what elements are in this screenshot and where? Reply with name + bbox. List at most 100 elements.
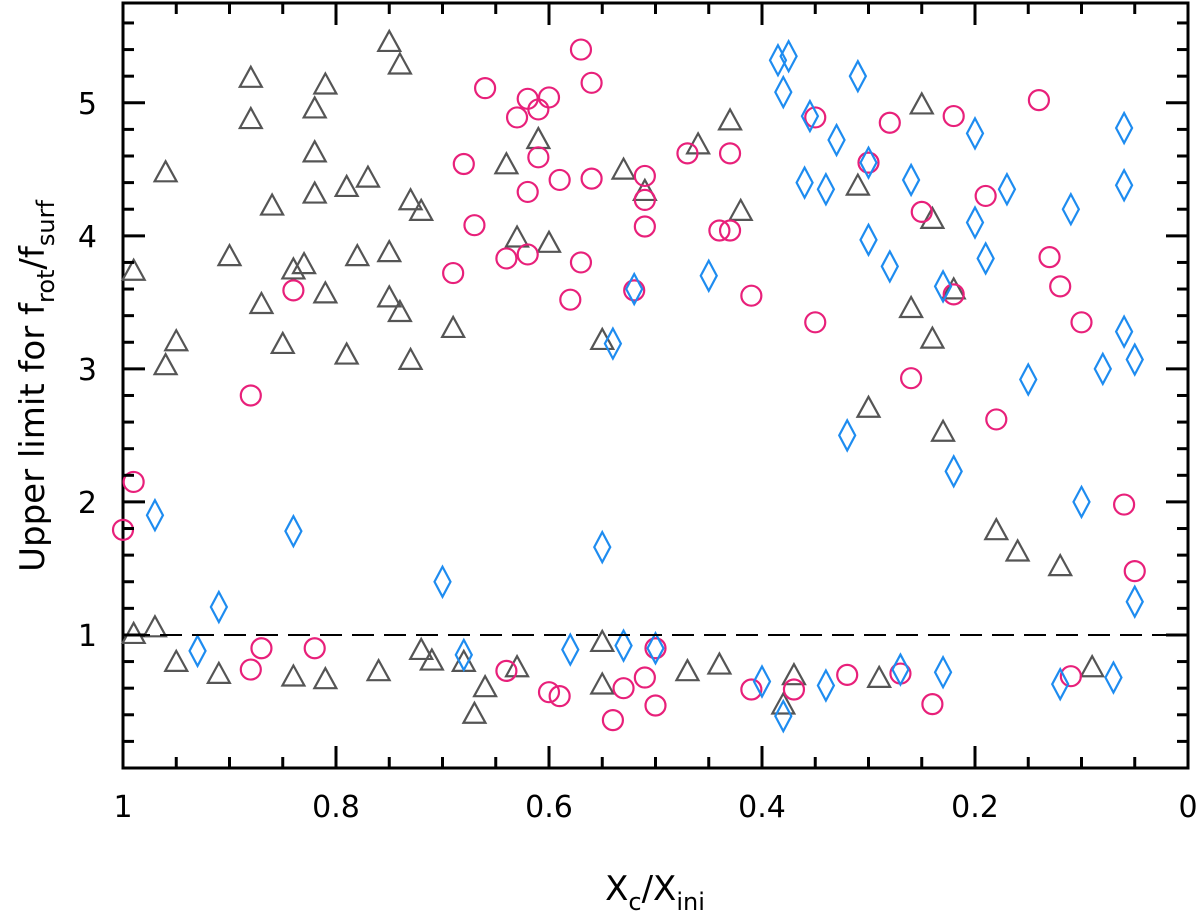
triangle-point-0-24 [163, 327, 190, 352]
circle-point-1-3 [516, 87, 539, 110]
diamond-point-2-43 [933, 654, 953, 690]
circle-point-1-9 [580, 167, 603, 190]
circle-point-1-12 [633, 164, 656, 188]
triangle-point-0-37 [727, 197, 754, 221]
x-tick-label-3: 0.4 [738, 790, 786, 825]
x-axis-title-main: X [605, 869, 628, 909]
triangle-point-0-20 [312, 280, 339, 304]
triangle-point-0-61 [280, 663, 307, 687]
triangle-point-0-55 [589, 628, 616, 653]
circle-point-1-19 [569, 251, 593, 274]
circle-point-1-43 [250, 637, 273, 660]
diamond-point-2-9 [859, 145, 878, 180]
circle-point-1-5 [527, 98, 550, 121]
triangle-point-0-70 [674, 657, 701, 682]
diamond-point-2-25 [944, 453, 963, 489]
triangle-point-0-16 [344, 242, 371, 267]
triangle-point-0-63 [163, 648, 190, 672]
triangle-point-0-71 [706, 651, 733, 675]
diamond-point-2-27 [624, 271, 644, 307]
triangle-point-0-29 [440, 314, 467, 339]
diamond-point-2-37 [614, 628, 633, 663]
circle-point-1-45 [495, 659, 518, 682]
circle-point-1-54 [782, 678, 806, 701]
diamond-point-2-45 [1104, 660, 1123, 695]
circle-point-1-11 [516, 180, 539, 204]
triangle-point-0-54 [1004, 538, 1031, 562]
circle-point-1-13 [676, 142, 699, 165]
diamond-point-2-41 [816, 668, 836, 703]
diamond-point-2-22 [1019, 362, 1038, 397]
circle-point-1-40 [122, 470, 145, 494]
diamond-point-2-30 [433, 564, 452, 600]
triangle-point-0-9 [333, 173, 360, 198]
circle-point-1-23 [804, 106, 827, 129]
x-tick-label-1: 0.8 [312, 790, 360, 825]
diamond-point-2-10 [795, 165, 814, 200]
circle-point-1-42 [303, 637, 326, 660]
circle-point-1-4 [580, 71, 603, 94]
diamond-point-2-31 [145, 497, 165, 533]
triangle-point-0-68 [472, 673, 498, 698]
triangle-point-0-59 [365, 657, 392, 682]
diamond-point-2-21 [1125, 342, 1144, 377]
circle-point-1-15 [633, 188, 656, 212]
y-tick-label-3: 4 [78, 220, 97, 255]
circle-point-1-34 [623, 279, 646, 302]
diamond-point-2-4 [800, 98, 820, 134]
circle-point-1-20 [633, 215, 656, 238]
diamond-point-2-46 [1125, 584, 1144, 620]
diamond-point-2-20 [1114, 314, 1134, 349]
diamond-point-2-39 [752, 664, 772, 699]
triangle-point-0-11 [397, 186, 424, 211]
triangle-point-0-56 [504, 653, 530, 678]
diamond-point-2-24 [837, 418, 857, 453]
triangle-point-0-17 [291, 250, 317, 275]
triangle-point-0-46 [855, 394, 882, 418]
diamond-point-2-13 [997, 171, 1017, 207]
circle-point-1-39 [239, 384, 262, 407]
triangle-point-0-25 [152, 351, 179, 376]
circle-point-1-6 [505, 106, 529, 129]
y-axis-title-sep: /f [13, 245, 53, 269]
circle-point-1-2 [537, 86, 561, 109]
circle-point-1-25 [942, 104, 965, 128]
triangle-point-0-52 [1047, 552, 1074, 577]
circle-point-1-56 [921, 693, 944, 716]
triangle-point-0-8 [355, 164, 381, 188]
x-axis-title-sub1: c [628, 888, 641, 916]
circle-point-1-7 [527, 146, 550, 169]
circle-point-1-60 [1123, 559, 1146, 583]
triangle-point-0-19 [120, 257, 147, 281]
triangle-point-0-62 [205, 660, 232, 684]
circle-point-1-48 [633, 666, 656, 689]
triangle-point-0-7 [152, 159, 179, 183]
y-axis-title-sub2: surf [32, 200, 60, 247]
diamond-point-2-11 [816, 171, 836, 207]
circle-point-1-59 [1070, 311, 1093, 334]
triangle-point-0-51 [1079, 653, 1106, 678]
y-axis-title-prefix: Upper limit for f [13, 302, 53, 572]
x-axis-title: Xc/Xini [605, 869, 705, 916]
x-tick-label-0: 1 [113, 790, 132, 825]
diamond-point-2-29 [593, 529, 612, 565]
x-tick-label-2: 0.6 [525, 790, 573, 825]
diamond-point-2-8 [1114, 167, 1134, 203]
circle-point-1-0 [569, 38, 593, 61]
circle-point-1-31 [1049, 275, 1072, 298]
triangle-point-0-18 [280, 256, 307, 280]
triangle-point-0-69 [589, 671, 616, 695]
triangle-point-0-48 [781, 661, 807, 686]
triangle-point-0-14 [376, 238, 403, 263]
diamond-point-2-0 [768, 42, 788, 78]
circle-point-1-55 [836, 663, 859, 686]
y-tick-label-1: 2 [78, 486, 97, 521]
data-marks [111, 28, 1146, 734]
y-axis-title-sub1: rot [32, 270, 60, 303]
triangle-point-0-23 [387, 298, 413, 323]
triangle-point-0-30 [525, 125, 552, 150]
diamond-point-2-3 [848, 58, 868, 94]
triangle-point-0-5 [301, 95, 328, 119]
circle-point-1-26 [1027, 89, 1051, 112]
triangle-point-0-4 [237, 105, 264, 130]
